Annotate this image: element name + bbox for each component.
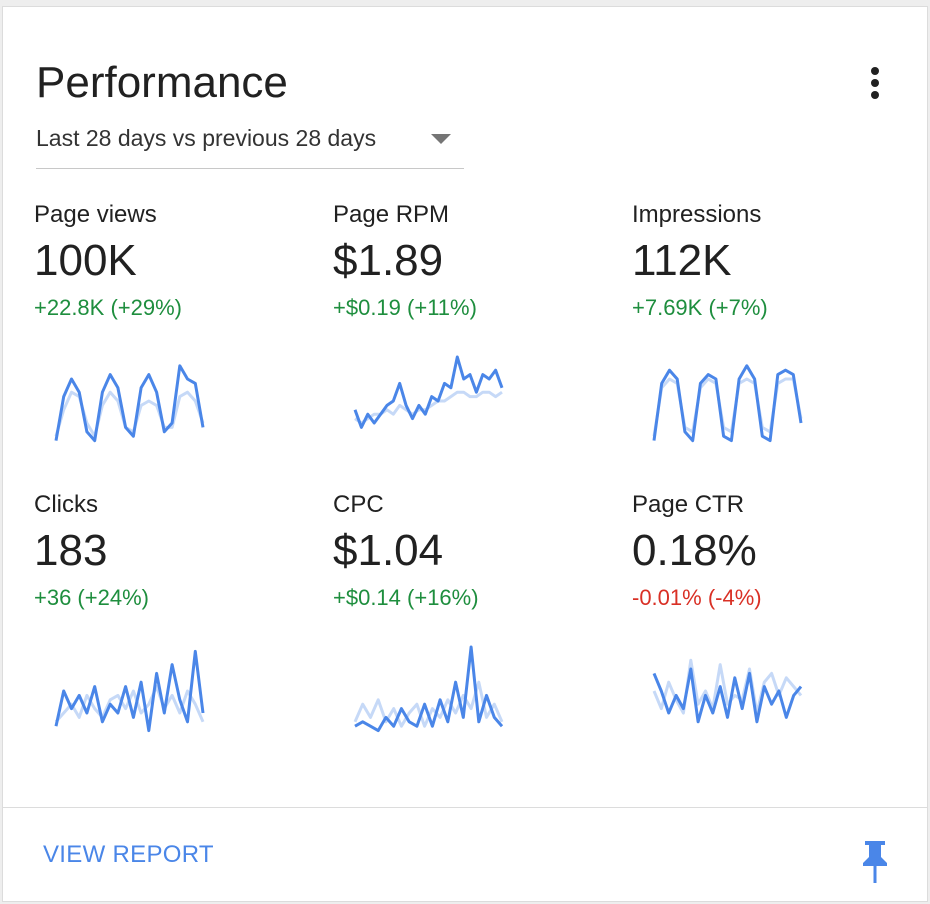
metric-value: $1.89 [333,236,444,285]
metric-label: Clicks [34,491,98,518]
metric-change: +$0.19 (+11%) [333,295,477,320]
sparkline-current-period [353,355,504,429]
metric-label: Page RPM [333,201,450,228]
pin-icon[interactable] [861,839,889,885]
sparkline-page-views [54,364,205,443]
sparkline-page-rpm [353,355,504,429]
view-report-link[interactable]: VIEW REPORT [43,841,214,868]
metric-clicks[interactable]: Clicks 183 +36 (+24%) [34,491,314,771]
metric-label: Page views [34,201,157,228]
date-range-dropdown[interactable]: Last 28 days vs previous 28 days [36,119,464,169]
metric-label: CPC [333,491,384,518]
metric-value: 112K [632,236,732,285]
sparkline-previous-period [652,658,803,715]
metric-change: +22.8K (+29%) [34,295,182,320]
metric-change: +$0.14 (+16%) [333,585,479,610]
metric-page-ctr[interactable]: Page CTR 0.18% -0.01% (-4%) [632,491,912,771]
performance-card: Performance Last 28 days vs previous 28 … [2,6,928,902]
caret-down-icon [431,134,451,144]
metric-change: +7.69K (+7%) [632,295,768,320]
date-range-label: Last 28 days vs previous 28 days [36,125,377,151]
metric-label: Page CTR [632,491,745,518]
more-vert-icon[interactable] [859,61,891,105]
footer-divider [3,807,927,808]
metric-cpc[interactable]: CPC $1.04 +$0.14 (+16%) [333,491,613,771]
sparkline-current-period [54,649,205,733]
sparkline-impressions [652,364,803,443]
metric-impressions[interactable]: Impressions 112K +7.69K (+7%) [632,201,912,481]
sparkline-clicks [54,649,205,733]
metric-change: +36 (+24%) [34,585,149,610]
metric-page-views[interactable]: Page views 100K +22.8K (+29%) [34,201,314,481]
sparkline-current-period [652,364,803,443]
metric-value: 183 [34,526,108,575]
sparkline-cpc [353,645,504,733]
sparkline-previous-period [652,377,803,437]
metric-page-rpm[interactable]: Page RPM $1.89 +$0.19 (+11%) [333,201,613,481]
metric-value: 100K [34,236,137,285]
sparkline-current-period [354,645,504,733]
metric-value: 0.18% [632,526,757,575]
sparkline-current-period [652,667,803,724]
card-title: Performance [36,58,288,107]
sparkline-current-period [54,364,205,443]
metric-value: $1.04 [333,526,444,575]
sparkline-page-ctr [652,658,803,724]
metric-label: Impressions [632,201,762,228]
metric-change: -0.01% (-4%) [632,585,762,610]
